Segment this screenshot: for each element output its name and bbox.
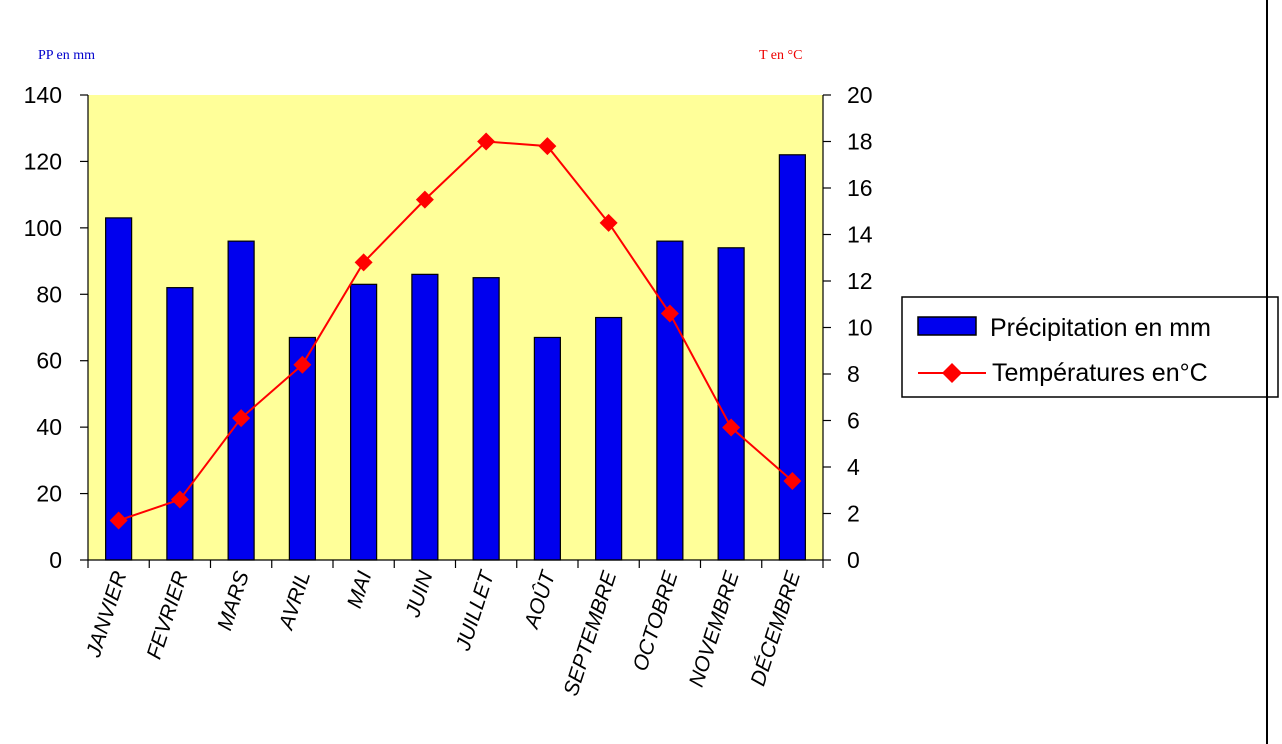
category-label-octobre: OCTOBRE: [629, 567, 683, 673]
bar-fevrier: [166, 287, 194, 561]
legend-label-temperature: Températures en°C: [992, 359, 1208, 387]
y-left-tick-label: 120: [24, 148, 62, 174]
temperature-point-janvier: [109, 511, 128, 530]
category-label-mars: MARS: [213, 568, 254, 633]
temperature-point-fevrier: [170, 490, 189, 509]
bar-series: [105, 154, 806, 561]
y-right-tick-label: 12: [847, 268, 873, 294]
category-label-juin: JUIN: [401, 568, 438, 621]
temperature-point-mars: [232, 409, 251, 428]
category-label-avril: AVRIL: [274, 568, 315, 634]
category-label-juillet: JUILLET: [451, 566, 499, 654]
bar-mai: [350, 283, 378, 561]
category-label-novembre: NOVEMBRE: [685, 567, 744, 689]
temperature-line: [118, 140, 794, 522]
bar-novembre: [717, 247, 745, 561]
temperature-point-décembre: [783, 471, 802, 490]
x-axis-categories: JANVIER FEVRIER MARS AVRIL MAI JUIN JUILLET AOÛ…: [82, 566, 806, 698]
y-axis-right-ticks: 0 2 4 6 8 10 12 14 16 18 20: [823, 82, 873, 573]
line-series: [109, 132, 802, 530]
plot-area: [88, 95, 823, 560]
bar-mars: [227, 240, 255, 561]
y-left-tick-label: 100: [24, 215, 62, 241]
y-axis-left-label: PP en mm: [38, 48, 95, 63]
y-left-tick-label: 40: [36, 414, 62, 440]
legend-box: [901, 296, 1279, 398]
y-left-tick-label: 80: [36, 281, 62, 307]
temperature-point-juin: [415, 190, 434, 209]
y-right-tick-label: 10: [847, 315, 873, 341]
legend-swatch-temperature-marker: [942, 363, 962, 383]
temperature-point-mai: [354, 253, 373, 272]
y-right-tick-label: 2: [847, 501, 860, 527]
y-right-tick-label: 4: [847, 454, 860, 480]
y-right-tick-label: 18: [847, 129, 873, 155]
category-label-fevrier: FEVRIER: [143, 568, 193, 662]
temperature-point-octobre: [660, 304, 679, 323]
y-left-tick-label: 60: [36, 348, 62, 374]
bar-avril: [288, 336, 316, 561]
category-label-août: AOÛT: [520, 566, 561, 633]
category-label-septembre: SEPTEMBRE: [559, 567, 621, 698]
category-label-janvier: JANVIER: [82, 568, 132, 660]
y-left-tick-label: 20: [36, 481, 62, 507]
y-right-tick-label: 6: [847, 408, 860, 434]
legend-swatch-precipitation: [917, 316, 977, 336]
page-edge-line: [1266, 0, 1268, 744]
bar-septembre: [595, 316, 623, 561]
legend: Précipitation en mm Températures en°C: [901, 296, 1279, 398]
bar-juillet: [472, 277, 500, 561]
bar-janvier: [105, 217, 133, 561]
temperature-point-novembre: [722, 418, 741, 437]
bar-août: [533, 336, 561, 561]
temperature-point-avril: [293, 355, 312, 374]
y-axis-right-label: T en °C: [759, 48, 802, 63]
category-label-décembre: DÉCEMBRE: [746, 568, 805, 689]
y-right-tick-label: 16: [847, 175, 873, 201]
y-right-tick-label: 14: [847, 222, 873, 248]
y-right-tick-label: 0: [847, 547, 860, 573]
y-left-tick-label: 0: [49, 547, 62, 573]
temperature-point-août: [538, 137, 557, 156]
y-right-tick-label: 20: [847, 82, 873, 108]
bar-juin: [411, 273, 439, 561]
temperature-point-juillet: [477, 132, 496, 151]
y-right-tick-label: 8: [847, 361, 860, 387]
temperature-point-septembre: [599, 213, 618, 232]
category-label-mai: MAI: [343, 568, 376, 611]
y-axis-left-ticks: 0 20 40 60 80 100 120 140: [24, 82, 88, 573]
bar-décembre: [778, 154, 806, 561]
legend-label-precipitation: Précipitation en mm: [990, 314, 1211, 342]
bar-octobre: [656, 240, 684, 561]
y-left-tick-label: 140: [24, 82, 62, 108]
